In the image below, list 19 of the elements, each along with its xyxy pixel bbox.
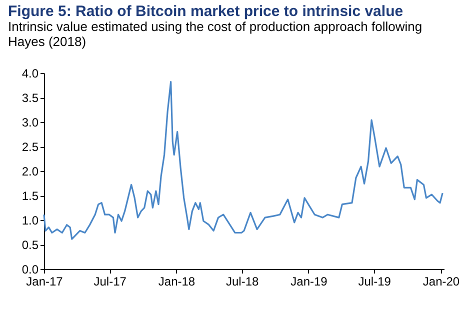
y-tick-label: 2.5 — [22, 140, 39, 154]
y-tick-label: 1.0 — [22, 214, 39, 228]
chart-subtitle: Intrinsic value estimated using the cost of production approach following Hayes (2018) — [8, 19, 422, 49]
line-series — [43, 81, 444, 240]
y-tick-label: 4.0 — [22, 66, 39, 80]
x-tick-label: Jul-17 — [94, 274, 127, 288]
y-tick-label: 0.5 — [22, 238, 39, 252]
chart-title: Figure 5: Ratio of Bitcoin market price to intrinsic value — [8, 3, 404, 20]
y-tick-label: 1.5 — [22, 189, 39, 203]
x-tick-label: Jan-17 — [26, 274, 64, 288]
x-tick-label: Jul-18 — [226, 274, 259, 288]
y-tick-label: 2.0 — [22, 164, 39, 178]
x-tick-label: Jan-19 — [290, 274, 328, 288]
x-tick-label: Jan-18 — [158, 274, 196, 288]
x-tick-label: Jul-19 — [358, 274, 392, 288]
y-tick-label: 3.5 — [22, 91, 39, 105]
y-tick-label: 0.0 — [22, 262, 39, 276]
y-tick-label: 3.0 — [22, 116, 39, 130]
x-tick-label: Jan-20 — [422, 274, 460, 288]
